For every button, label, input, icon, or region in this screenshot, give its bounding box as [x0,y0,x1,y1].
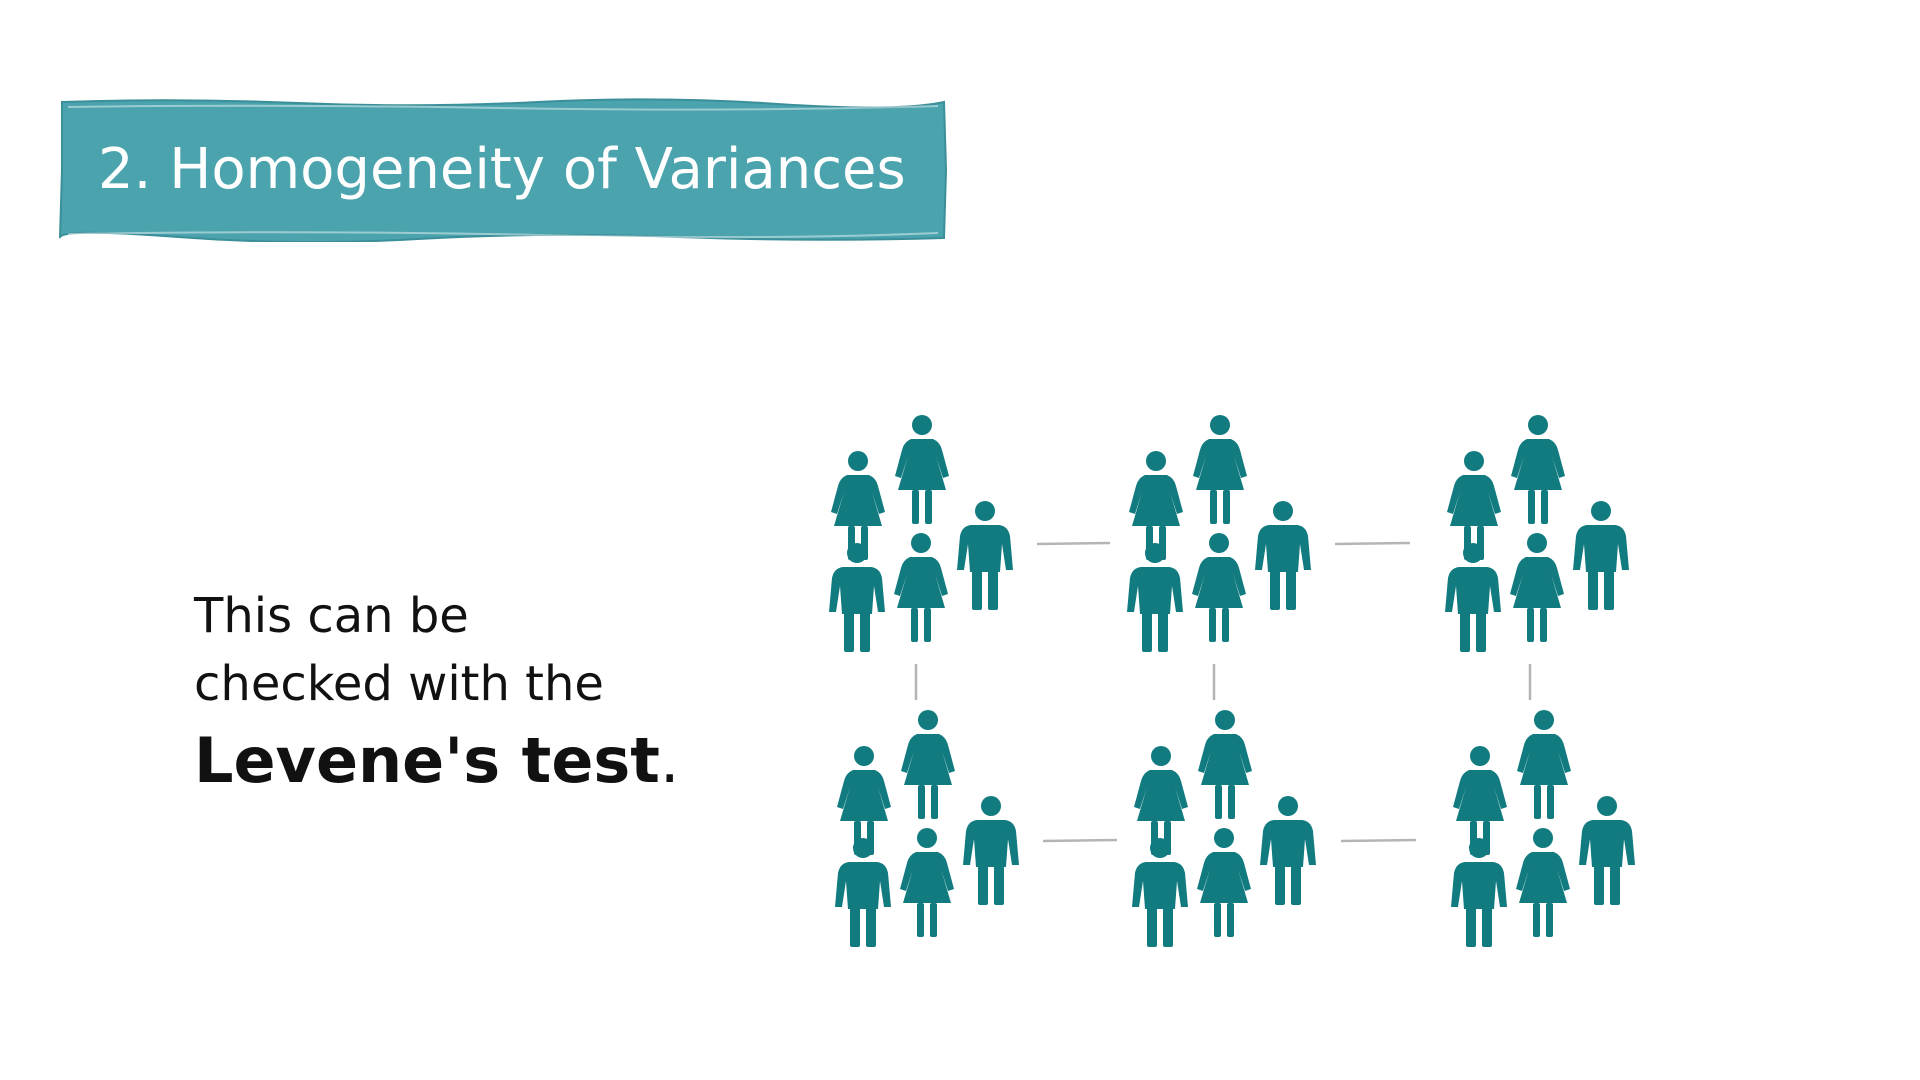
man-icon [1451,838,1507,947]
man-icon [829,543,885,652]
body-line-3: Levene's test. [194,718,754,804]
woman-icon [1198,710,1252,819]
body-line-2: checked with the [194,656,604,712]
people-group [1132,710,1316,947]
body-period: . [659,724,680,797]
man-icon [1127,543,1183,652]
woman-icon [1517,710,1571,819]
man-icon [1579,796,1635,905]
woman-icon [901,710,955,819]
woman-icon [1510,533,1564,642]
man-icon [1255,501,1311,610]
man-icon [835,838,891,947]
woman-icon [894,533,948,642]
man-icon [1445,543,1501,652]
woman-icon [1193,415,1247,524]
body-line-1: This can be [194,588,469,644]
man-icon [957,501,1013,610]
man-icon [963,796,1019,905]
connector-line [1340,838,1417,843]
woman-icon [1511,415,1565,524]
woman-icon [1516,828,1570,937]
connector-line [1042,838,1118,843]
people-group [829,415,1013,652]
body-text: This can be checked with the Levene's te… [194,582,754,804]
connector-line [1036,541,1111,546]
woman-icon [1197,828,1251,937]
man-icon [1573,501,1629,610]
people-group [1451,710,1635,947]
slide-title: 2. Homogeneity of Variances [98,137,906,202]
man-icon [1132,838,1188,947]
connector-line [1334,541,1411,546]
banner-background [59,98,948,242]
title-banner: 2. Homogeneity of Variances [58,98,948,242]
people-group [835,710,1019,947]
people-group [1445,415,1629,652]
woman-icon [895,415,949,524]
people-group [1127,415,1311,652]
levene-test-label: Levene's test [194,724,660,797]
woman-icon [1192,533,1246,642]
woman-icon [900,828,954,937]
woman-icon [1134,746,1188,855]
man-icon [1260,796,1316,905]
